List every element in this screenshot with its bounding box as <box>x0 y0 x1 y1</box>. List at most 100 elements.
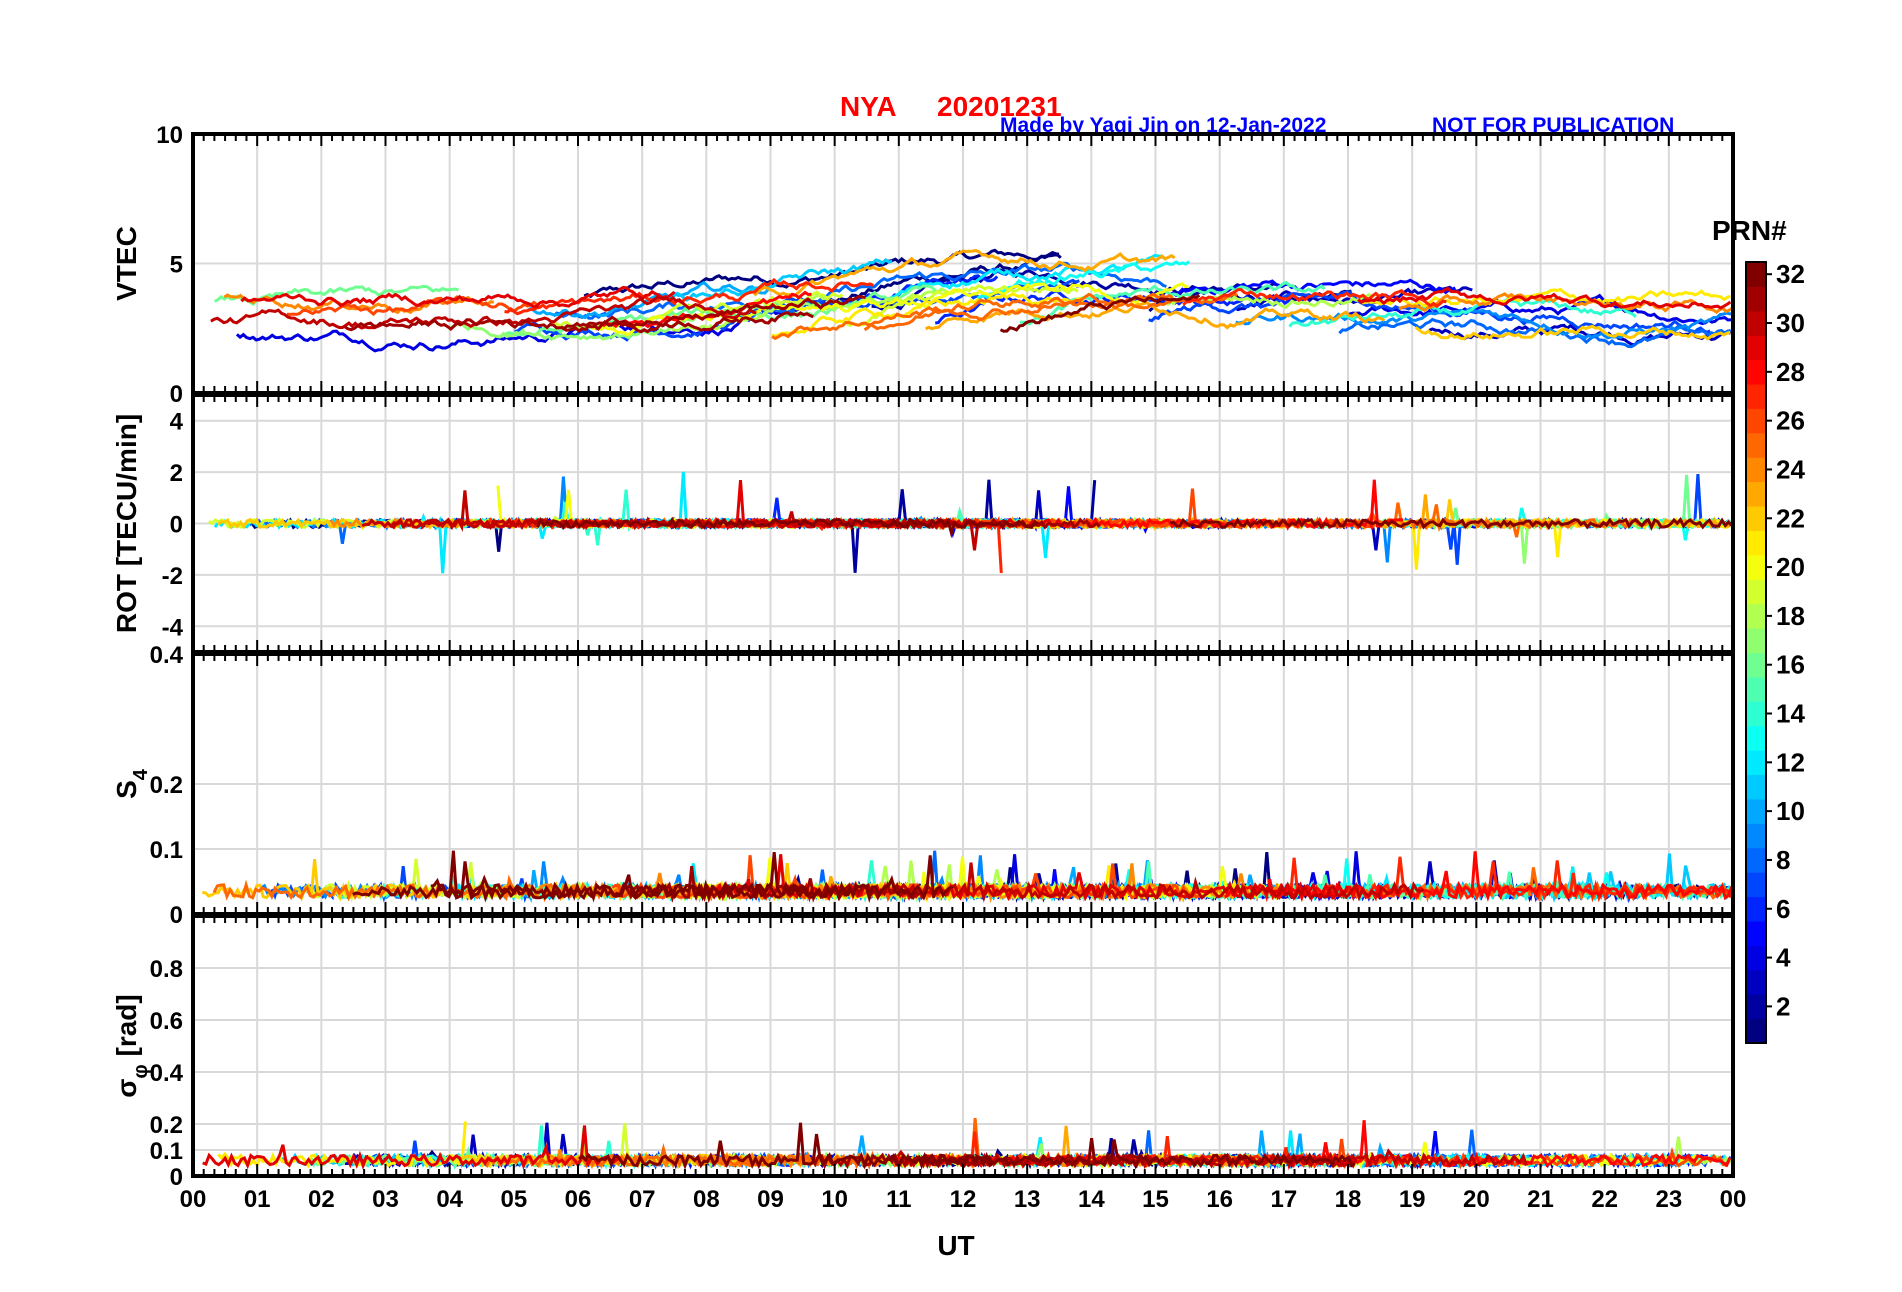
series-line-prn-27 <box>1182 287 1447 309</box>
colorbar-swatch <box>1746 286 1766 312</box>
colorbar-swatch <box>1746 994 1766 1020</box>
series-line-prn-17 <box>448 301 841 341</box>
colorbar-tick-label: 4 <box>1776 943 1791 973</box>
colorbar-swatch <box>1746 872 1766 898</box>
colorbar-tick-label: 2 <box>1776 991 1790 1021</box>
colorbar-tick-label: 30 <box>1776 308 1805 338</box>
colorbar-swatch <box>1746 920 1766 946</box>
colorbar-label: PRN# <box>1712 215 1787 246</box>
colorbar-swatch <box>1746 1018 1766 1044</box>
colorbar-swatch <box>1746 481 1766 507</box>
ylabel-S4: S4 <box>111 768 152 799</box>
colorbar-tick-label: 20 <box>1776 552 1805 582</box>
colorbar-swatch <box>1746 798 1766 824</box>
series-line-prn-30 <box>210 295 757 330</box>
xtick-label: 21 <box>1527 1186 1554 1213</box>
series-line-prn-32 <box>352 855 954 904</box>
series-line-prn-27 <box>504 277 875 316</box>
colorbar-swatch <box>1746 628 1766 653</box>
colorbar-swatch <box>1746 530 1766 556</box>
series-line-prn-26 <box>286 295 539 317</box>
series-line-prn-21 <box>1361 287 1731 308</box>
xtick-label: 22 <box>1591 1186 1618 1213</box>
colorbar-swatch <box>1746 969 1766 995</box>
colorbar-swatch <box>1746 750 1766 776</box>
series-line-prn-23 <box>753 248 1176 298</box>
colorbar-swatch <box>1746 310 1766 336</box>
xtick-label: 10 <box>821 1186 848 1213</box>
ytick-label: 0 <box>170 381 183 408</box>
colorbar-frame <box>1745 261 1767 1044</box>
panel-S4: 0 0.1 0.2 0.4 S4 <box>111 642 1735 929</box>
colorbar-tick-label: 28 <box>1776 357 1805 387</box>
x-axis: 00 01 02 03 04 05 06 07 08 09 10 11 12 13 14 15 16 17 18 19… <box>180 1186 1747 1213</box>
ytick-label: 0.4 <box>150 642 184 669</box>
xtick-label: 20 <box>1463 1186 1490 1213</box>
x-axis-label: UT <box>937 1230 974 1261</box>
series-line-prn-31 <box>559 294 866 334</box>
ylabel-sub: 4 <box>130 768 152 780</box>
colorbar-swatch <box>1746 847 1766 873</box>
ytick-label: 0.1 <box>150 837 183 864</box>
series-line-prn-21 <box>771 292 1085 338</box>
series-line-prn-32 <box>999 294 1201 333</box>
ylabel-sigma_phi: σφ [rad] <box>111 994 152 1097</box>
colorbar-swatch <box>1746 432 1766 458</box>
colorbar-tick-label: 10 <box>1776 796 1805 826</box>
colorbar-swatch <box>1746 603 1766 629</box>
xtick-label: 07 <box>629 1186 656 1213</box>
colorbar-swatch <box>1746 652 1766 678</box>
ytick-label: 0.2 <box>150 772 183 799</box>
ylabel-VTEC: VTEC <box>111 226 142 301</box>
xtick-label: 01 <box>244 1186 271 1213</box>
ytick-label: 0.6 <box>150 1008 183 1035</box>
xtick-label: 23 <box>1655 1186 1682 1213</box>
colorbar-swatch <box>1746 384 1766 409</box>
colorbar-swatch <box>1746 335 1766 361</box>
panel-sigma_phi: 00.10.2 0.4 0.6 0.8 σφ [rad] <box>111 914 1735 1191</box>
colorbar-swatch <box>1746 554 1766 580</box>
colorbar-tick-label: 14 <box>1776 699 1805 729</box>
ytick-label: 0 <box>170 902 183 929</box>
xtick-label: 00 <box>1720 1186 1747 1213</box>
colorbar-swatch <box>1746 262 1766 287</box>
ytick-label: 4 <box>170 409 184 436</box>
colorbar-tick-label: 26 <box>1776 406 1805 436</box>
colorbar-swatch <box>1746 774 1766 800</box>
ytick-label: 0 <box>170 512 183 539</box>
series-line-prn-32 <box>916 1138 1356 1170</box>
xtick-label: 05 <box>500 1186 527 1213</box>
ytick-label: -2 <box>162 563 183 590</box>
series-line-prn-31 <box>344 311 814 333</box>
series-line-prn-32 <box>1169 517 1733 531</box>
xtick-label: 14 <box>1078 1186 1105 1213</box>
ytick-label: 0.1 <box>150 1138 183 1165</box>
colorbar-swatch <box>1746 579 1766 605</box>
series-line-prn-1 <box>583 248 1060 299</box>
colorbar-swatch <box>1746 725 1766 751</box>
colorbar-tick-label: 6 <box>1776 894 1790 924</box>
credit-text: Made by Yaqi Jin on 12-Jan-2022 <box>1000 114 1326 137</box>
colorbar-tick-label: 22 <box>1776 503 1805 533</box>
xtick-label: 12 <box>950 1186 977 1213</box>
colorbar-swatch <box>1746 359 1766 385</box>
colorbar-swatch <box>1746 823 1766 849</box>
series-line-prn-30 <box>361 490 951 533</box>
series-line-prn-21 <box>217 1121 467 1169</box>
xtick-label: 06 <box>565 1186 592 1213</box>
ytick-label: 0 <box>170 1164 183 1191</box>
series-line-prn-29 <box>1357 286 1732 310</box>
colorbar-swatch <box>1746 676 1766 702</box>
ytick-label: 2 <box>170 460 183 487</box>
xtick-label: 13 <box>1014 1186 1041 1213</box>
colorbar-swatch <box>1746 701 1766 727</box>
notice-text: NOT FOR PUBLICATION <box>1432 114 1674 137</box>
colorbar-swatch <box>1746 896 1766 922</box>
colorbar-swatch <box>1746 408 1766 434</box>
colorbar-tick-label: 18 <box>1776 601 1805 631</box>
colorbar-tick-label: 8 <box>1776 845 1790 875</box>
ytick-label: 0.4 <box>150 1060 184 1087</box>
series-line-prn-11 <box>670 257 893 302</box>
